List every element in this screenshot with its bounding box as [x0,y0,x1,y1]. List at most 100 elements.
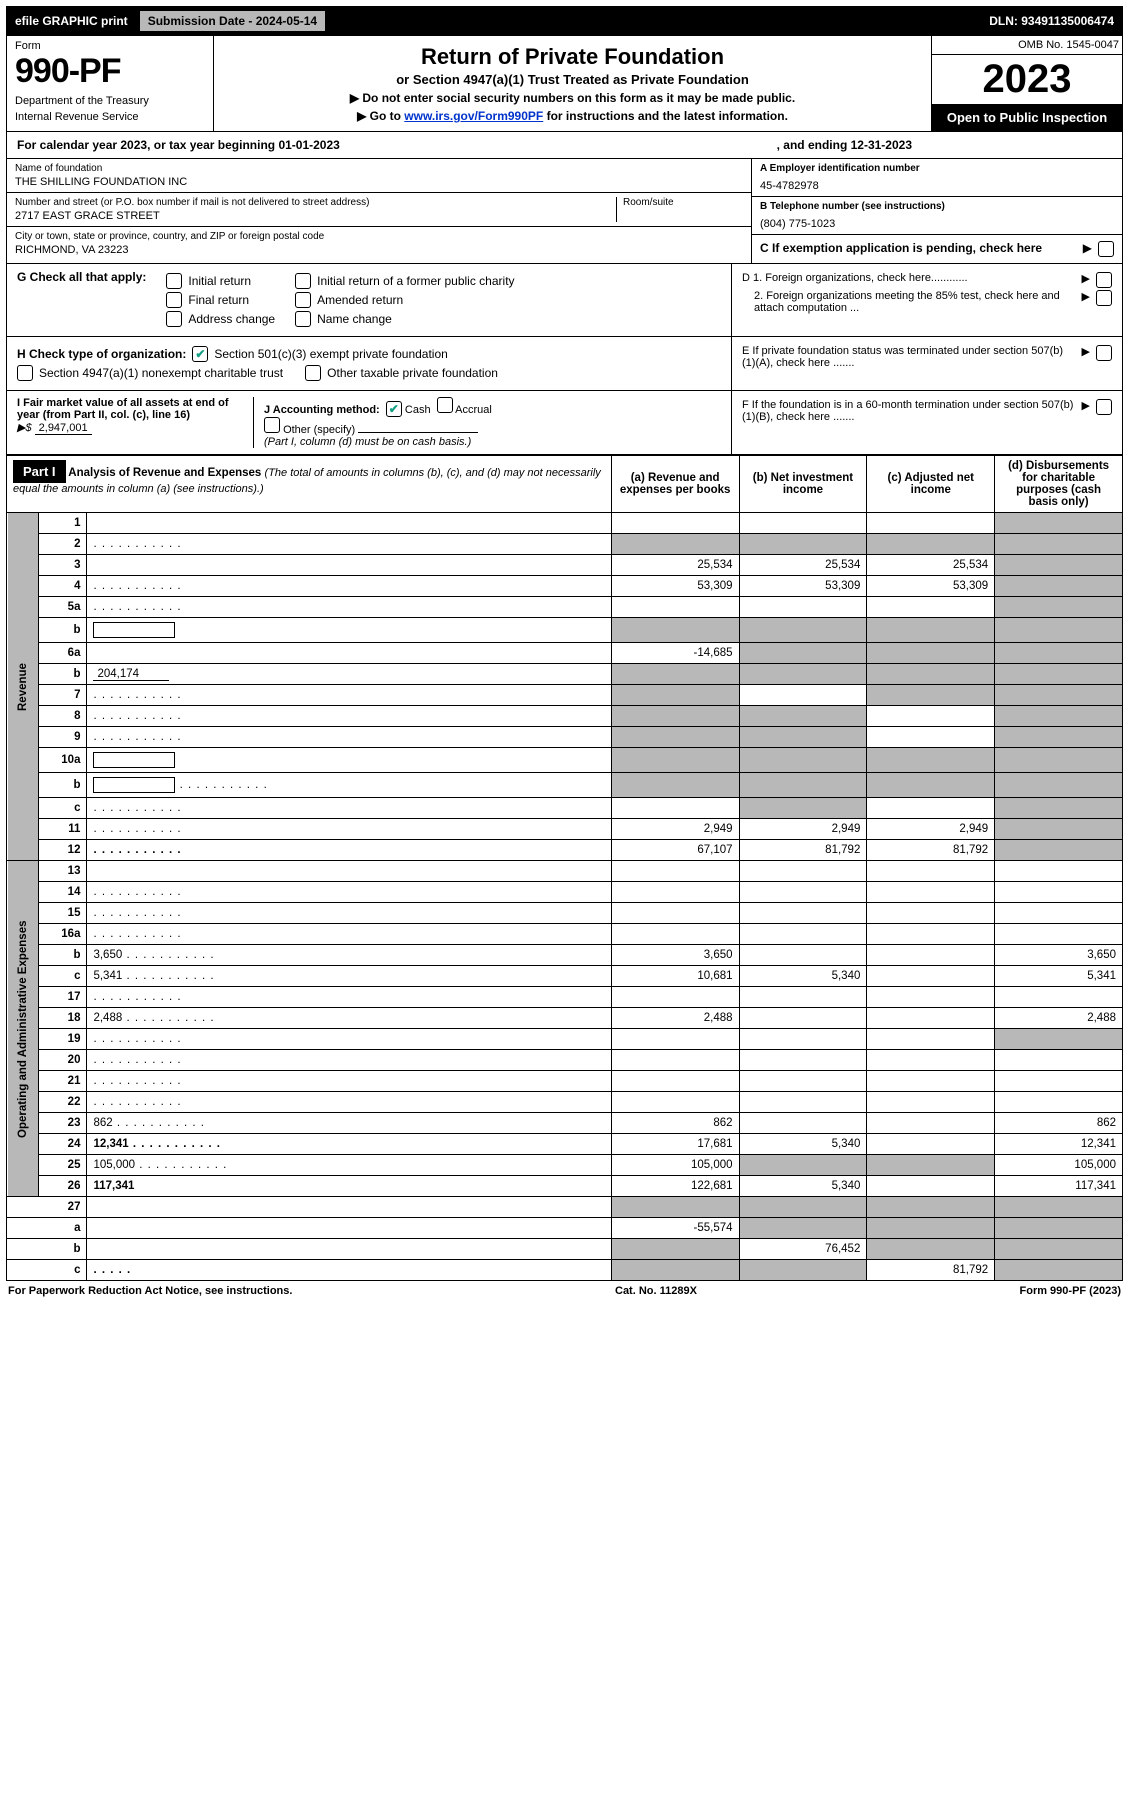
line-description [87,1260,611,1281]
line-number: 19 [38,1029,87,1050]
room-label: Room/suite [623,197,743,208]
value-cell-b [739,1218,867,1239]
value-cell-d [995,597,1123,618]
table-row: 19 [7,1029,1123,1050]
line-description [87,1029,611,1050]
city-cell: City or town, state or province, country… [7,227,751,260]
h-other-checkbox[interactable] [305,365,321,381]
info-block: For calendar year 2023, or tax year begi… [6,132,1123,264]
value-cell-a [611,727,739,748]
line-number: 16a [38,924,87,945]
arrow-icon: ▶ [1083,241,1092,255]
g-name-checkbox[interactable] [295,311,311,327]
value-cell-a [611,861,739,882]
section-j: J Accounting method: Cash Accrual Other … [254,397,721,448]
arrow-icon: ▶ [1082,272,1090,285]
e-label: E If private foundation status was termi… [742,345,1076,369]
value-cell-d [995,903,1123,924]
table-row: 7 [7,685,1123,706]
value-cell-d [995,924,1123,945]
d2-checkbox[interactable] [1096,290,1112,306]
g-label: G Check all that apply: [17,270,146,284]
line-description [87,924,611,945]
g-address-checkbox[interactable] [166,311,182,327]
g-initial-checkbox[interactable] [166,273,182,289]
g-amended-checkbox[interactable] [295,292,311,308]
value-cell-b [739,727,867,748]
phone-cell: B Telephone number (see instructions) (8… [752,197,1122,235]
value-cell-a: 105,000 [611,1155,739,1176]
value-cell-c [867,664,995,685]
d2-label: 2. Foreign organizations meeting the 85%… [742,290,1076,314]
pending-checkbox[interactable] [1098,241,1114,257]
value-cell-b [739,1260,867,1281]
g-opt-amended: Amended return [317,293,403,307]
j-other-checkbox[interactable] [264,417,280,433]
table-row: 5a [7,597,1123,618]
instr-pre: ▶ Go to [357,109,404,123]
value-cell-c [867,945,995,966]
line-description: 117,341 [87,1176,611,1197]
section-e: E If private foundation status was termi… [732,337,1122,390]
line-number: 5a [38,597,87,618]
table-row: 10a [7,748,1123,773]
f-checkbox[interactable] [1096,399,1112,415]
j-cash-checkbox[interactable] [386,401,402,417]
value-cell-a: 2,949 [611,819,739,840]
e-checkbox[interactable] [1096,345,1112,361]
footer-formref: Form 990-PF (2023) [1020,1285,1121,1297]
line-description [87,727,611,748]
h-4947-checkbox[interactable] [17,365,33,381]
value-cell-c [867,1092,995,1113]
value-cell-b: 5,340 [739,1176,867,1197]
value-cell-c [867,1176,995,1197]
efile-label: efile GRAPHIC print [15,14,128,28]
line-description [87,840,611,861]
value-cell-c [867,1239,995,1260]
open-public: Open to Public Inspection [932,104,1122,131]
arrow-icon: ▶ [1082,399,1090,412]
value-cell-c [867,882,995,903]
dept-treasury: Department of the Treasury [15,95,205,107]
value-cell-b [739,1155,867,1176]
line-description [87,1197,611,1218]
table-row: b3,6503,6503,650 [7,945,1123,966]
value-cell-a [611,685,739,706]
value-cell-d [995,664,1123,685]
line-number: 15 [38,903,87,924]
col-d-header: (d) Disbursements for charitable purpose… [995,456,1123,513]
line-description: 862 [87,1113,611,1134]
g-former-checkbox[interactable] [295,273,311,289]
value-cell-a [611,903,739,924]
irs-link[interactable]: www.irs.gov/Form990PF [404,109,543,123]
omb-number: OMB No. 1545-0047 [932,36,1122,55]
value-cell-d [995,819,1123,840]
value-cell-c [867,534,995,555]
d1-label: D 1. Foreign organizations, check here..… [742,272,1076,284]
d1-checkbox[interactable] [1096,272,1112,288]
line-number: 18 [38,1008,87,1029]
value-cell-b [739,1071,867,1092]
h-501c3-checkbox[interactable] [192,346,208,362]
value-cell-a: -14,685 [611,643,739,664]
value-cell-c: 25,534 [867,555,995,576]
j-accrual-checkbox[interactable] [437,397,453,413]
line-number: 6a [38,643,87,664]
line-description [87,882,611,903]
value-cell-d [995,748,1123,773]
section-i-j: I Fair market value of all assets at end… [7,391,732,454]
part-i-header-row: Part I Analysis of Revenue and Expenses … [7,456,1123,513]
table-row: 1267,10781,79281,792 [7,840,1123,861]
line-number: 14 [38,882,87,903]
city-label: City or town, state or province, country… [15,231,743,242]
line-number: 2 [38,534,87,555]
value-cell-d: 3,650 [995,945,1123,966]
instr-post: for instructions and the latest informat… [543,109,788,123]
line-number: 13 [38,861,87,882]
value-cell-a: 25,534 [611,555,739,576]
value-cell-d: 117,341 [995,1176,1123,1197]
g-final-checkbox[interactable] [166,292,182,308]
table-row: 27 [7,1197,1123,1218]
ein-cell: A Employer identification number 45-4782… [752,159,1122,197]
value-cell-c [867,1008,995,1029]
